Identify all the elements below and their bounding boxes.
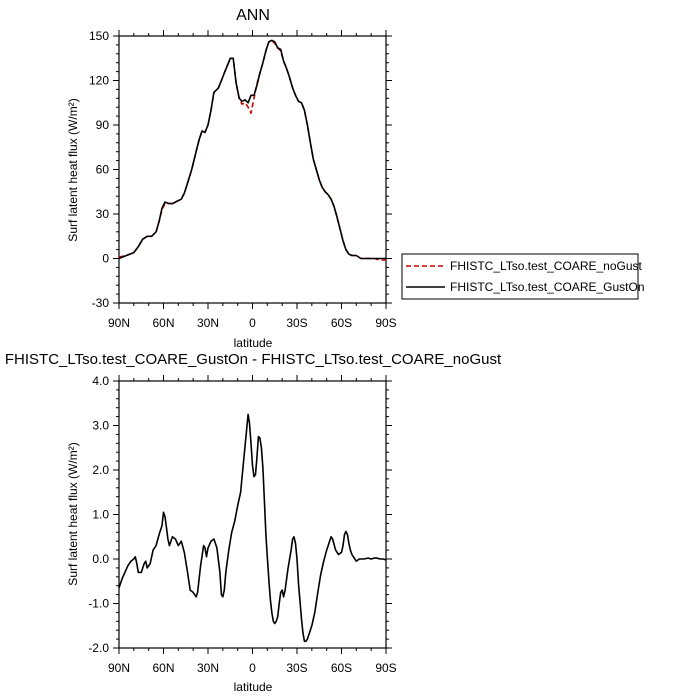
panel1-ytick-label: 30 xyxy=(96,207,110,221)
panel2-xtick-label: 60N xyxy=(152,661,174,675)
panel1-ytick-label: 150 xyxy=(89,29,109,43)
panel2-xtick-label: 90N xyxy=(108,661,130,675)
panel2-x-axis-label: latitude xyxy=(234,680,273,694)
panel1-ytick-label: 60 xyxy=(96,163,110,177)
panel2-ytick-label: 0.0 xyxy=(92,552,109,566)
panel2-xtick-label: 0 xyxy=(249,661,256,675)
panel-difference: FHISTC_LTso.test_COARE_GustOn - FHISTC_L… xyxy=(5,351,502,694)
panel2-xtick-label: 30N xyxy=(197,661,219,675)
panel2-title: FHISTC_LTso.test_COARE_GustOn - FHISTC_L… xyxy=(5,351,502,368)
legend-box xyxy=(401,253,639,300)
panel1-legend: FHISTC_LTso.test_COARE_noGust FHISTC_LTs… xyxy=(401,253,645,300)
panel2-ytick-label: -2.0 xyxy=(88,641,109,655)
panel-annual-flux: ANN -30 0 30 60 90 120 150 90N 60N 30N 0 30S 60S 90S… xyxy=(66,7,645,350)
panel2-series-lines xyxy=(118,413,387,643)
panel2-ytick-label: -1.0 xyxy=(88,597,109,611)
panel2-xtick-label: 30S xyxy=(286,661,307,675)
panel1-y-axis-label: Surf latent heat flux (W/m²) xyxy=(66,98,80,241)
panel1-series-line-1 xyxy=(118,39,386,260)
panel1-xtick-label: 30S xyxy=(286,316,307,330)
panel1-title: ANN xyxy=(236,7,270,24)
panel2-ytick-label: 1.0 xyxy=(92,508,109,522)
panel2-y-axis: -2.0 -1.0 0.0 1.0 2.0 3.0 4.0 xyxy=(88,374,392,655)
panel1-xtick-label: 90S xyxy=(375,316,396,330)
panel1-xtick-label: 60N xyxy=(152,316,174,330)
panel1-x-axis-label: latitude xyxy=(234,336,273,350)
legend-label-nogust: FHISTC_LTso.test_COARE_noGust xyxy=(450,259,643,273)
panel1-y-axis: -30 0 30 60 90 120 150 xyxy=(89,29,392,310)
panel1-ytick-label: 90 xyxy=(96,118,110,132)
panel2-x-axis: 90N 60N 30N 0 30S 60S 90S xyxy=(108,375,397,675)
panel1-series-lines xyxy=(118,39,386,261)
panel2-series-line-0 xyxy=(118,413,387,643)
panel2-y-axis-label: Surf latent heat flux (W/m²) xyxy=(66,442,80,585)
panel2-ytick-label: 3.0 xyxy=(92,419,109,433)
panel2-xtick-label: 60S xyxy=(331,661,352,675)
panel1-xtick-label: 90N xyxy=(108,316,130,330)
panel1-xtick-label: 30N xyxy=(197,316,219,330)
panel2-ytick-label: 4.0 xyxy=(92,374,109,388)
legend-label-guston: FHISTC_LTso.test_COARE_GustOn xyxy=(450,280,645,294)
panel1-ytick-label: 120 xyxy=(89,74,109,88)
panel1-xtick-label: 60S xyxy=(331,316,352,330)
panel1-ytick-label: 0 xyxy=(102,252,109,266)
panel2-ytick-label: 2.0 xyxy=(92,463,109,477)
panel1-ytick-label: -30 xyxy=(92,296,110,310)
panel1-x-axis: 90N 60N 30N 0 30S 60S 90S xyxy=(108,30,397,330)
panel2-xtick-label: 90S xyxy=(375,661,396,675)
panel1-xtick-label: 0 xyxy=(249,316,256,330)
